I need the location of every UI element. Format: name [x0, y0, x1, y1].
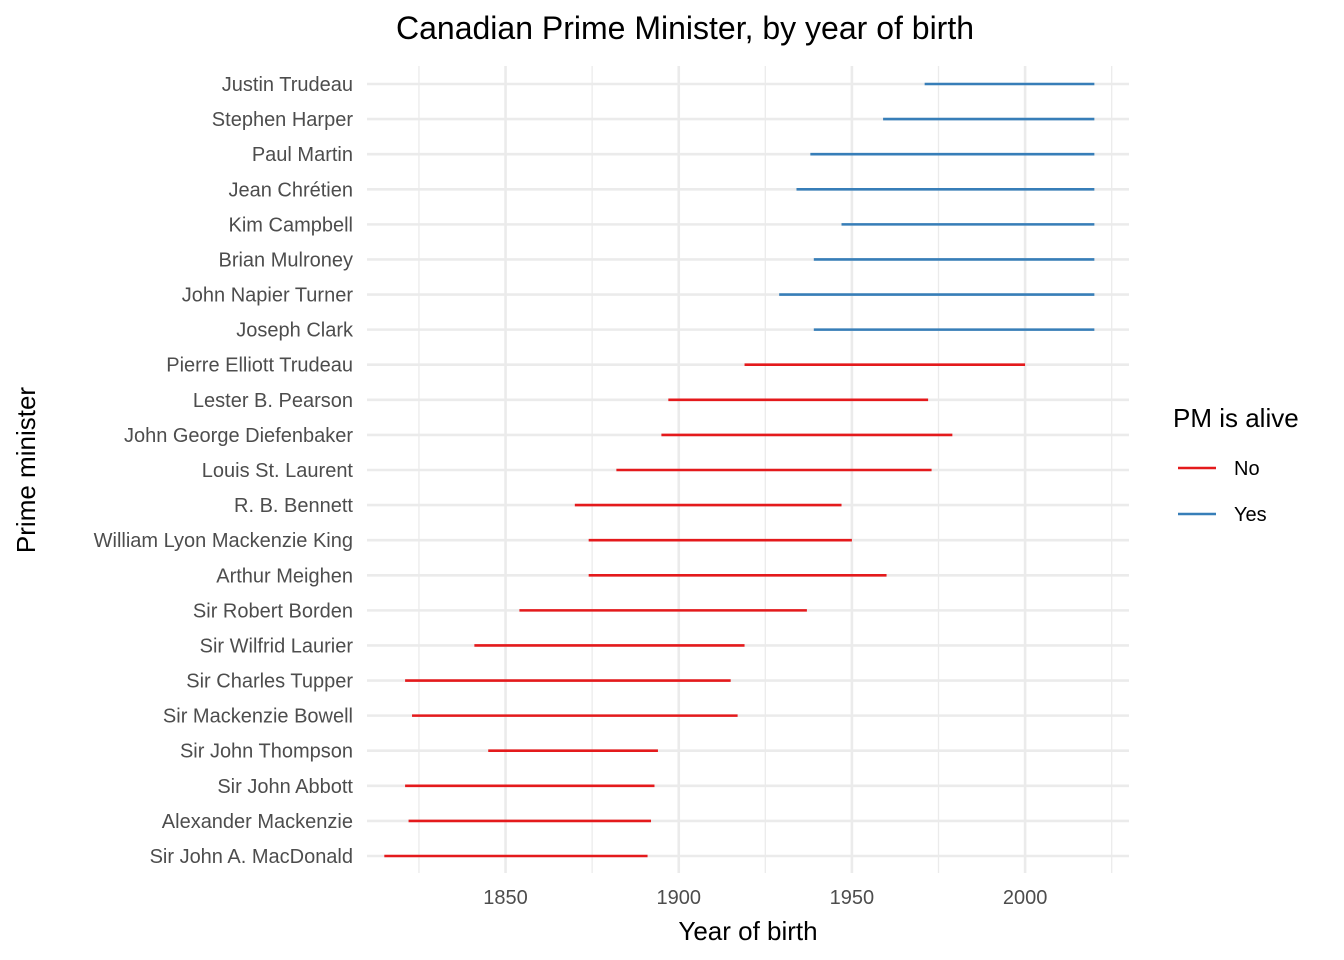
legend-title: PM is alive [1173, 403, 1299, 433]
legend-label: Yes [1234, 504, 1267, 526]
y-tick-label: Alexander Mackenzie [162, 811, 353, 833]
y-tick-label: Sir John Abbott [217, 776, 353, 798]
y-axis-tick-labels: Sir John A. MacDonald Alexander Mackenzie… [94, 74, 354, 868]
y-tick-label: Sir Mackenzie Bowell [163, 706, 353, 728]
x-tick-label: 1900 [656, 887, 701, 909]
y-tick-label: Louis St. Laurent [202, 460, 354, 482]
x-axis-tick-labels: 1850 1900 1950 2000 [483, 887, 1047, 909]
y-tick-label: Justin Trudeau [222, 74, 353, 96]
x-tick-label: 1950 [830, 887, 875, 909]
y-tick-label: Pierre Elliott Trudeau [166, 355, 353, 377]
y-tick-label: Sir Wilfrid Laurier [200, 635, 354, 657]
y-tick-label: Jean Chrétien [228, 179, 353, 201]
y-tick-label: Sir Charles Tupper [186, 671, 353, 693]
y-axis-title: Prime minister [11, 387, 41, 553]
y-tick-label: John George Diefenbaker [124, 425, 353, 447]
x-tick-label: 1850 [483, 887, 528, 909]
y-tick-label: William Lyon Mackenzie King [94, 530, 353, 552]
y-tick-label: Lester B. Pearson [193, 390, 353, 412]
chart-title: Canadian Prime Minister, by year of birt… [396, 10, 974, 46]
x-tick-label: 2000 [1003, 887, 1048, 909]
y-tick-label: Joseph Clark [236, 320, 354, 342]
y-tick-label: Kim Campbell [229, 214, 353, 236]
y-tick-label: Paul Martin [252, 144, 353, 166]
y-tick-label: Arthur Meighen [216, 565, 353, 587]
legend-entries: No Yes [1178, 458, 1267, 526]
y-tick-label: Sir John Thompson [180, 741, 353, 763]
y-tick-label: Stephen Harper [212, 109, 354, 131]
data-segments [384, 82, 1095, 858]
y-tick-label: Brian Mulroney [218, 249, 353, 271]
x-axis-title: Year of birth [678, 916, 817, 946]
legend-label: No [1234, 458, 1260, 480]
y-tick-label: R. B. Bennett [234, 495, 353, 517]
y-tick-label: Sir John A. MacDonald [150, 846, 353, 868]
y-tick-label: John Napier Turner [182, 285, 354, 307]
legend: PM is alive No Yes [1173, 403, 1299, 526]
y-tick-label: Sir Robert Borden [193, 600, 353, 622]
